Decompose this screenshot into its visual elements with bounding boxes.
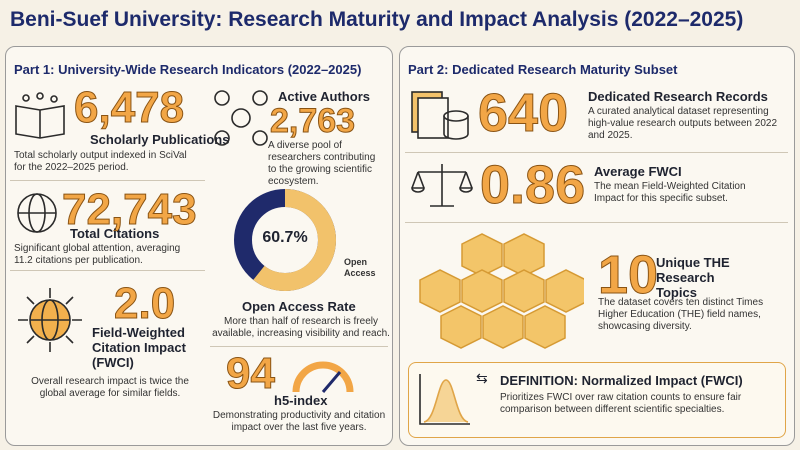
book-icon [15, 92, 65, 139]
definition-box [408, 362, 786, 438]
topics-desc: The dataset covers ten distinct Times Hi… [598, 297, 764, 332]
separator [405, 222, 788, 223]
topics-hexagons [419, 233, 584, 349]
publications-label: Scholarly Publications [90, 132, 230, 147]
h5-desc: Demonstrating productivity and citation … [212, 410, 386, 433]
authors-desc: A diverse pool of researchers contributi… [268, 140, 376, 187]
separator [10, 270, 205, 271]
h5-label: h5-index [274, 393, 328, 408]
donut-arc [253, 189, 336, 291]
open-access-desc: More than half of research is freely ava… [212, 316, 390, 339]
network-globe-icon [18, 288, 82, 352]
section-heading: Part 1: University-Wide Research Indicat… [14, 62, 362, 77]
h5-number: 94 [226, 349, 276, 398]
separator [210, 346, 388, 347]
scale-icon [411, 164, 473, 207]
definition-desc: Prioritizes FWCI over raw citation count… [500, 392, 742, 415]
publications-desc: Total scholarly output indexed in SciVal… [14, 150, 187, 173]
avg-fwci-number: 0.86 [479, 155, 586, 215]
separator [10, 180, 205, 181]
records-icon [411, 91, 469, 140]
records-desc: A curated analytical dataset representin… [588, 106, 778, 141]
avg-fwci-desc: The mean Field-Weighted Citation Impact … [594, 181, 746, 204]
avg-fwci-label: Average FWCI [594, 164, 682, 179]
records-label: Dedicated Research Records [588, 89, 768, 104]
definition-label: DEFINITION: Normalized Impact (FWCI) [500, 373, 743, 388]
authors-icon [214, 90, 268, 146]
globe-icon [17, 193, 57, 233]
bell-curve-icon [419, 374, 470, 425]
citations-label: Total Citations [70, 226, 160, 241]
records-number: 640 [477, 83, 569, 143]
swap-icon: ⇆ [476, 370, 488, 386]
citations-number: 72,743 [62, 185, 198, 234]
open-access-legend: Open Access [344, 257, 376, 278]
publications-number: 6,478 [73, 83, 185, 132]
authors-label: Active Authors [278, 89, 370, 104]
citations-desc: Significant global attention, averaging … [14, 243, 181, 266]
open-access-value: 60.7% [262, 229, 308, 246]
fwci-label: Field-Weighted Citation Impact (FWCI) [92, 325, 186, 370]
authors-number: 2,763 [269, 102, 356, 140]
fwci-desc: Overall research impact is twice the glo… [31, 376, 189, 399]
separator [405, 152, 788, 153]
fwci-number: 2.0 [113, 279, 176, 328]
topics-number: 10 [597, 245, 659, 305]
topics-label: Unique THE Research Topics [656, 255, 730, 300]
open-access-donut [234, 189, 336, 291]
open-access-label: Open Access Rate [242, 299, 356, 314]
page-title: Beni-Suef University: Research Maturity … [10, 8, 744, 31]
section-heading: Part 2: Dedicated Research Maturity Subs… [408, 62, 678, 77]
gauge-icon [292, 361, 354, 393]
